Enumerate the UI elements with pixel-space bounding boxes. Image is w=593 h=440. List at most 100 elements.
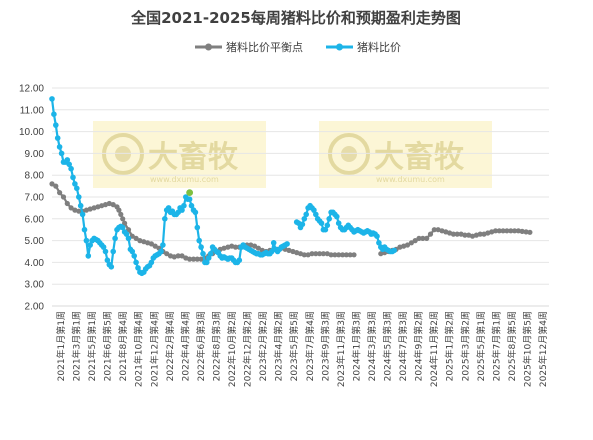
data-point [311,207,317,213]
data-point [221,245,227,251]
x-tick-label: 2021年1月第1周 [55,311,67,381]
data-point [322,226,329,233]
data-point [110,202,116,208]
data-point [335,220,342,226]
data-point [83,237,90,244]
data-point [519,228,525,234]
data-point [133,235,139,241]
y-tick-label: 4.00 [25,258,45,269]
data-point [100,244,107,250]
data-point [56,144,63,150]
x-tick-label: 2025年10月第5周 [522,311,534,387]
data-point [207,250,214,257]
data-point [320,251,326,257]
x-tick-label: 2023年9月第3周 [319,311,331,381]
data-point [450,231,456,237]
x-tick-label: 2024年9月第2周 [413,311,425,381]
data-point [427,231,434,237]
x-tick-label: 2021年5月第1周 [86,311,98,381]
x-axis-ticks: 2021年1月第1周 2021年3月第1周 2021年5月第1周 2021年6月第5周… [55,311,549,387]
data-point [340,252,346,258]
x-tick-label: 2024年11月第2周 [428,311,440,387]
watermark-right-subtext: www.dxumu.com [376,175,445,184]
x-tick-label: 2025年7月第1周 [490,311,502,381]
data-point [54,135,61,141]
x-tick-label: 2022年12月第2周 [242,311,254,387]
data-point [87,242,93,248]
data-point [77,202,84,209]
data-point [496,228,502,234]
data-point [324,222,331,229]
data-point [72,207,78,213]
watermark-left-text: 大畜牧 [148,140,239,175]
data-point [313,251,319,257]
data-point [123,231,130,237]
data-point [192,209,199,216]
x-tick-label: 2022年4月第4周 [179,311,191,381]
data-point [68,205,74,211]
data-point [131,253,137,259]
data-point [198,244,204,250]
data-point [190,256,197,262]
watermark-right: 大畜牧 www.dxumu.com [319,121,492,188]
x-tick-label: 2025年8月第5周 [506,311,518,381]
y-tick-label: 9.00 [25,149,45,160]
data-point [76,208,82,214]
data-point [175,253,181,259]
x-tick-label: 2025年12月第4周 [537,311,549,387]
data-point [511,228,518,234]
y-tick-label: 11.00 [20,105,45,116]
x-tick-label: 2021年3月第1周 [71,311,83,381]
data-point [523,229,529,235]
series-ratio [49,96,398,277]
data-point [116,207,122,213]
x-tick-label: 2025年3月第2周 [459,311,471,381]
data-point [336,252,342,258]
data-point [148,259,155,266]
data-point [232,244,239,250]
data-point [133,259,139,266]
data-point [64,200,70,207]
watermark-left: 大畜牧 www.dxumu.com [93,121,266,188]
data-point [152,243,158,249]
data-point [64,157,71,163]
y-axis-ticks: 2.00 3.00 4.00 5.00 6.00 7.00 8.00 9.00 10.00 11.… [19,84,44,313]
watermark-left-subtext: www.dxumu.com [150,175,219,184]
x-tick-label: 2023年11月第3周 [335,311,347,387]
data-point [204,259,210,266]
data-point [332,252,338,258]
y-tick-label: 10.00 [19,127,44,138]
data-point [72,181,78,187]
data-point [49,181,55,187]
data-point [424,235,430,241]
data-point [270,240,277,246]
data-point [125,235,132,242]
data-point [303,211,310,218]
data-point [347,252,353,258]
x-tick-label: 2021年6月第5周 [102,311,114,381]
data-point [179,253,185,259]
series-layer [49,96,533,277]
x-tick-label: 2025年1月第2周 [444,311,456,381]
y-tick-label: 5.00 [25,236,45,247]
y-tick-label: 2.00 [25,302,45,313]
data-point [81,226,88,233]
y-tick-label: 3.00 [25,280,45,291]
data-point [51,111,57,117]
data-point [255,245,261,251]
legend-marker-ratio [336,43,343,51]
data-point [301,252,307,258]
data-point [68,165,74,172]
x-tick-label: 2023年2月第2周 [257,311,269,381]
data-point [412,238,418,244]
data-point [301,216,308,222]
data-point [500,228,506,234]
data-point [58,150,65,157]
data-point [57,190,63,196]
data-point [334,213,340,220]
highlight-marker [186,189,194,197]
data-point [431,227,437,233]
data-point [200,250,206,257]
data-point [186,196,193,202]
data-point [158,248,164,255]
